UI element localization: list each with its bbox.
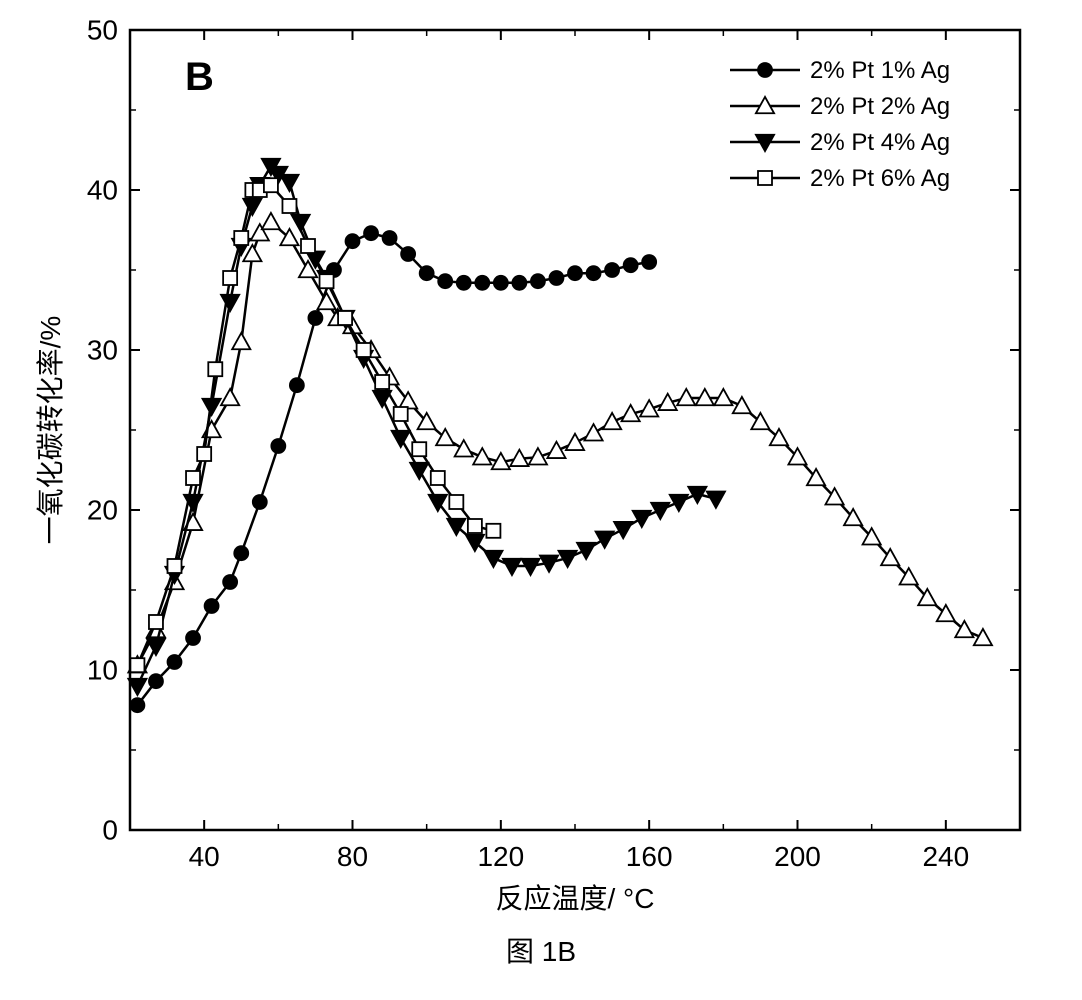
- series: [130, 178, 500, 672]
- y-axis-label: 一氧化碳转化率/%: [35, 316, 66, 545]
- x-tick-label: 200: [774, 841, 821, 872]
- chart-svg: 40 80 120 160 200 240 0 10 20 30 40 50 反应温度/ °C 一氧化碳转…: [0, 0, 1082, 920]
- y-tick-label: 30: [87, 334, 118, 365]
- legend-label: 2% Pt 6% Ag: [810, 165, 950, 192]
- x-tick-label: 80: [337, 841, 368, 872]
- legend: 2% Pt 1% Ag 2% Pt 2% Ag 2% Pt 4% Ag 2% Pt 6…: [730, 57, 950, 192]
- legend-label: 2% Pt 4% Ag: [810, 129, 950, 156]
- figure-caption: 图 1B: [506, 930, 576, 970]
- chart-container: 40 80 120 160 200 240 0 10 20 30 40 50 反应温度/ °C 一氧化碳转…: [0, 0, 1082, 1000]
- x-tick-label: 120: [477, 841, 524, 872]
- x-tick-label: 40: [189, 841, 220, 872]
- series: [130, 226, 656, 712]
- x-tick-label: 160: [626, 841, 673, 872]
- x-axis-label: 反应温度/ °C: [496, 883, 655, 914]
- x-tick-label: 240: [922, 841, 969, 872]
- legend-label: 2% Pt 1% Ag: [810, 57, 950, 84]
- y-tick-label: 40: [87, 174, 118, 205]
- y-tick-label: 10: [87, 654, 118, 685]
- y-tick-label: 20: [87, 494, 118, 525]
- y-tick-label: 0: [102, 814, 118, 845]
- y-tick-label: 50: [87, 14, 118, 45]
- legend-label: 2% Pt 2% Ag: [810, 93, 950, 120]
- panel-label: B: [185, 55, 214, 99]
